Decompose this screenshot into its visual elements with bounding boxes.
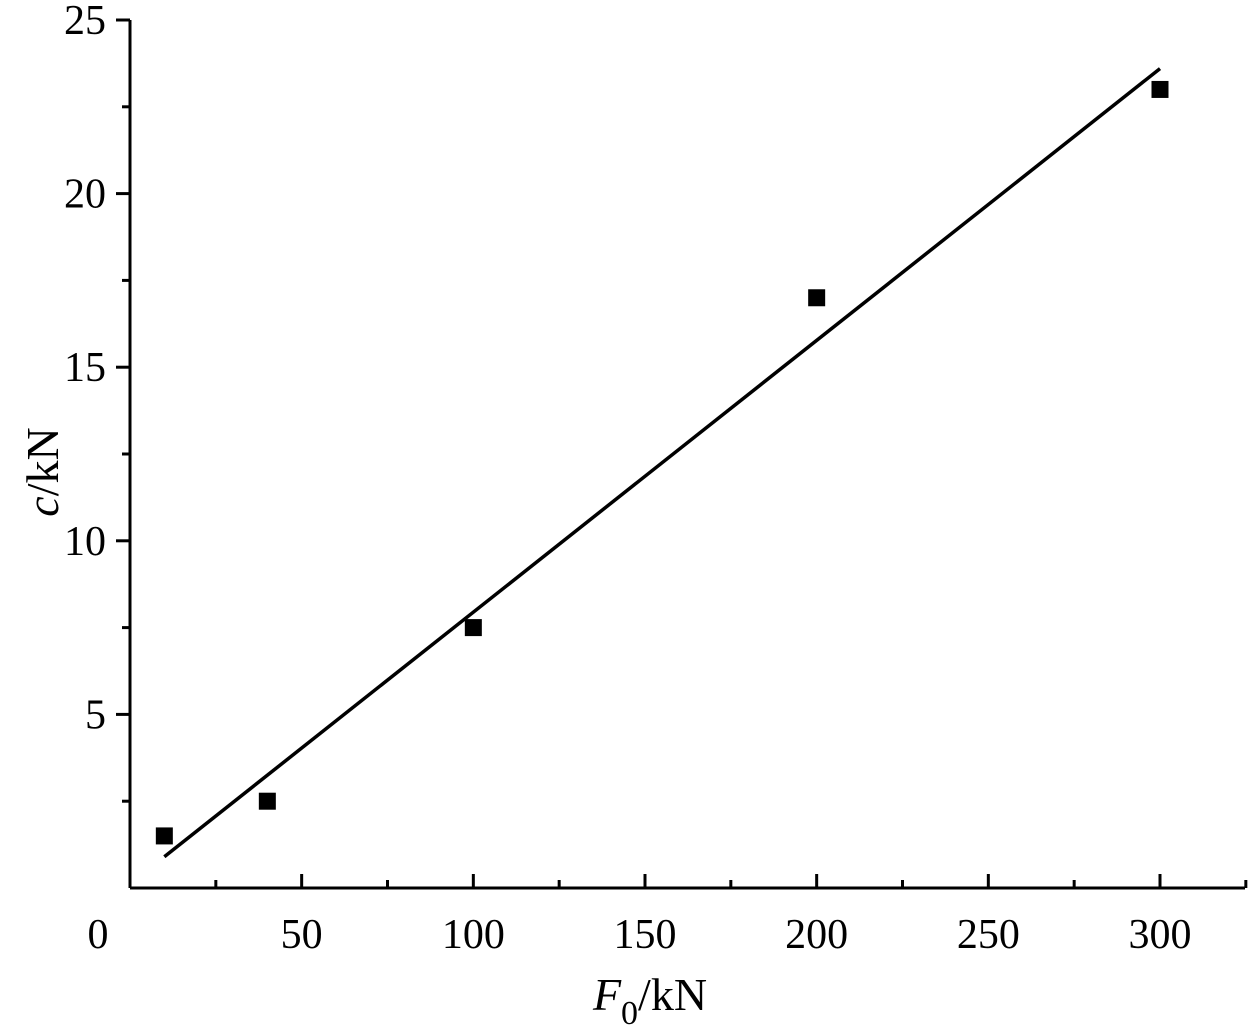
- x-axis-label-main: F: [592, 969, 622, 1020]
- y-axis-label-main: c: [17, 496, 68, 516]
- x-tick-label: 0: [88, 912, 109, 958]
- x-tick-label: 200: [785, 912, 848, 958]
- y-tick-label: 10: [64, 519, 106, 565]
- x-tick-label: 150: [614, 912, 677, 958]
- x-axis-label: F0/kN: [592, 969, 707, 1032]
- data-point: [808, 289, 826, 307]
- x-axis-label-subscript: 0: [621, 995, 638, 1032]
- y-tick-label: 15: [64, 345, 106, 391]
- y-axis-label: c/kN: [17, 427, 68, 516]
- x-tick-label: 100: [442, 912, 505, 958]
- series-layer: [155, 67, 1169, 859]
- data-point: [464, 619, 482, 637]
- x-tick-label: 250: [957, 912, 1020, 958]
- data-point: [258, 792, 276, 810]
- y-tick-label: 20: [64, 172, 106, 218]
- x-tick-label: 50: [281, 912, 323, 958]
- data-point: [1151, 80, 1169, 98]
- axes: [128, 20, 1245, 890]
- y-axis-label-unit: /kN: [17, 427, 68, 496]
- x-axis-label-unit: /kN: [638, 969, 707, 1020]
- tick-labels: 0 50 100 150 200 250 300 5 10 15 20 25: [64, 0, 1192, 958]
- y-tick-label: 25: [64, 0, 106, 44]
- x-tick-label: 300: [1129, 912, 1192, 958]
- fit-line: [163, 67, 1162, 859]
- data-point: [155, 827, 173, 845]
- ticks: [116, 18, 1248, 888]
- y-tick-label: 5: [85, 692, 106, 738]
